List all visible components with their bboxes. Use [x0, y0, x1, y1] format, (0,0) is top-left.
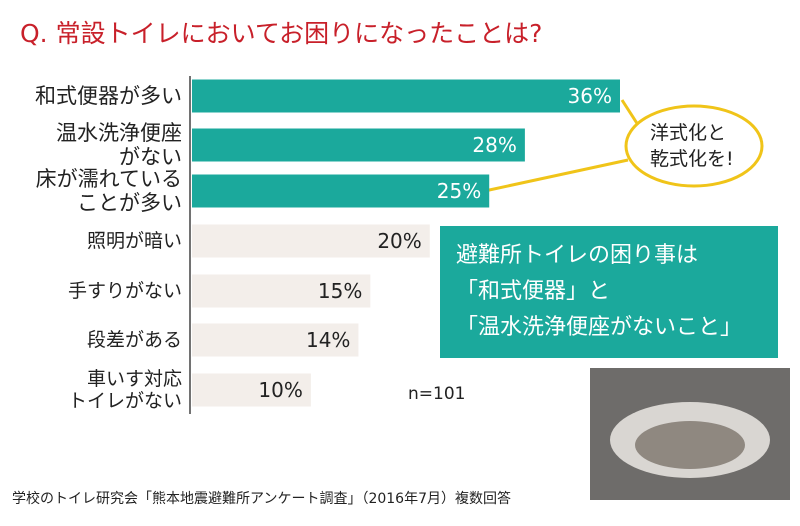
sample-size: n=101	[408, 384, 466, 404]
category-label: 温水洗浄便座 がない	[56, 121, 182, 169]
category-label: 段差がある	[86, 329, 182, 351]
callout-bubble	[624, 104, 764, 188]
value-label: 20%	[377, 229, 421, 253]
category-label: 和式便器が多い	[35, 84, 182, 108]
callout-text: 洋式化と 乾式化を!	[650, 122, 734, 170]
category-label: 床が濡れている ことが多い	[35, 167, 182, 215]
callout-pointer	[479, 158, 629, 194]
bar	[192, 79, 620, 113]
bar	[192, 224, 430, 258]
value-label: 15%	[318, 279, 362, 303]
photo-detail	[635, 421, 745, 469]
value-label: 28%	[472, 133, 516, 157]
source: 学校のトイレ研究会「熊本地震避難所アンケート調査」（2016年7月）複数回答	[12, 491, 511, 507]
category-label: 照明が暗い	[86, 230, 182, 252]
bar	[192, 373, 311, 407]
value-label: 25%	[437, 179, 481, 203]
bar	[192, 274, 371, 308]
bar	[192, 323, 359, 357]
highlight-box	[440, 226, 778, 358]
chart-title: Q. 常設トイレにおいてお困りになったことは?	[20, 19, 543, 48]
value-label: 14%	[306, 328, 350, 352]
category-label: 車いす対応 トイレがない	[67, 368, 182, 412]
value-label: 36%	[568, 84, 612, 108]
bar	[192, 128, 525, 162]
highlight-text: 避難所トイレの困り事は 「和式便器」と 「温水洗浄便座がないこと」	[456, 243, 743, 340]
bar	[192, 174, 490, 208]
value-label: 10%	[258, 378, 302, 402]
category-label: 手すりがない	[67, 280, 182, 302]
